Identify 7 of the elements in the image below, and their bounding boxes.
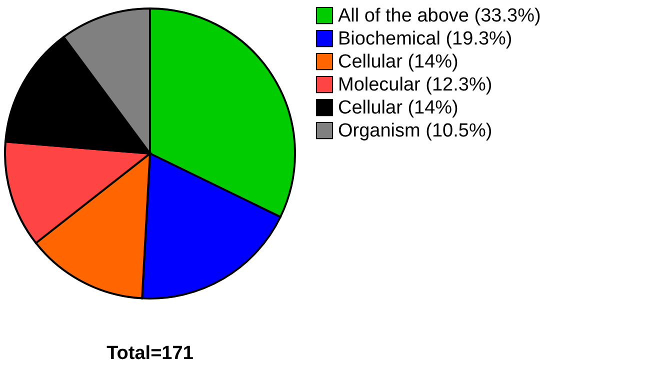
legend-label: Cellular (14%): [338, 98, 458, 118]
legend-label: Organism (10.5%): [338, 120, 492, 142]
legend-label: Cellular (14%): [338, 52, 458, 72]
text: Total=171: [106, 343, 194, 364]
legend-label: Biochemical (19.3%): [338, 28, 512, 50]
legend-label: All of the above (33.3%): [338, 6, 541, 26]
legend-label: Molecular (12.3%): [338, 74, 492, 96]
